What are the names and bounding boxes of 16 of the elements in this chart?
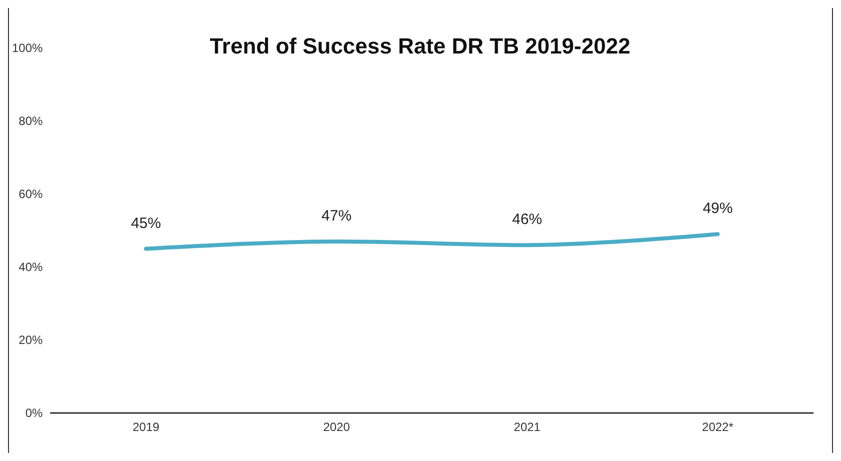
y-tick-label: 100% xyxy=(12,41,44,55)
y-tick-label: 60% xyxy=(18,187,44,201)
x-tick-label: 2019 xyxy=(132,420,160,434)
line-series xyxy=(144,232,720,251)
y-tick-label: 20% xyxy=(18,333,44,347)
x-tick-label: 2020 xyxy=(323,420,350,434)
y-tick-label: 80% xyxy=(18,114,44,128)
data-label: 49% xyxy=(702,200,733,218)
y-tick-label: 40% xyxy=(18,260,44,274)
data-label: 45% xyxy=(130,214,161,232)
chart-title: Trend of Success Rate DR TB 2019-2022 xyxy=(210,34,630,58)
data-label: 47% xyxy=(322,207,352,224)
y-tick-label: 0% xyxy=(25,406,44,420)
x-tick-label: 2022* xyxy=(702,420,734,434)
data-label: 46% xyxy=(512,211,542,228)
x-tick-label: 2021 xyxy=(514,420,541,434)
